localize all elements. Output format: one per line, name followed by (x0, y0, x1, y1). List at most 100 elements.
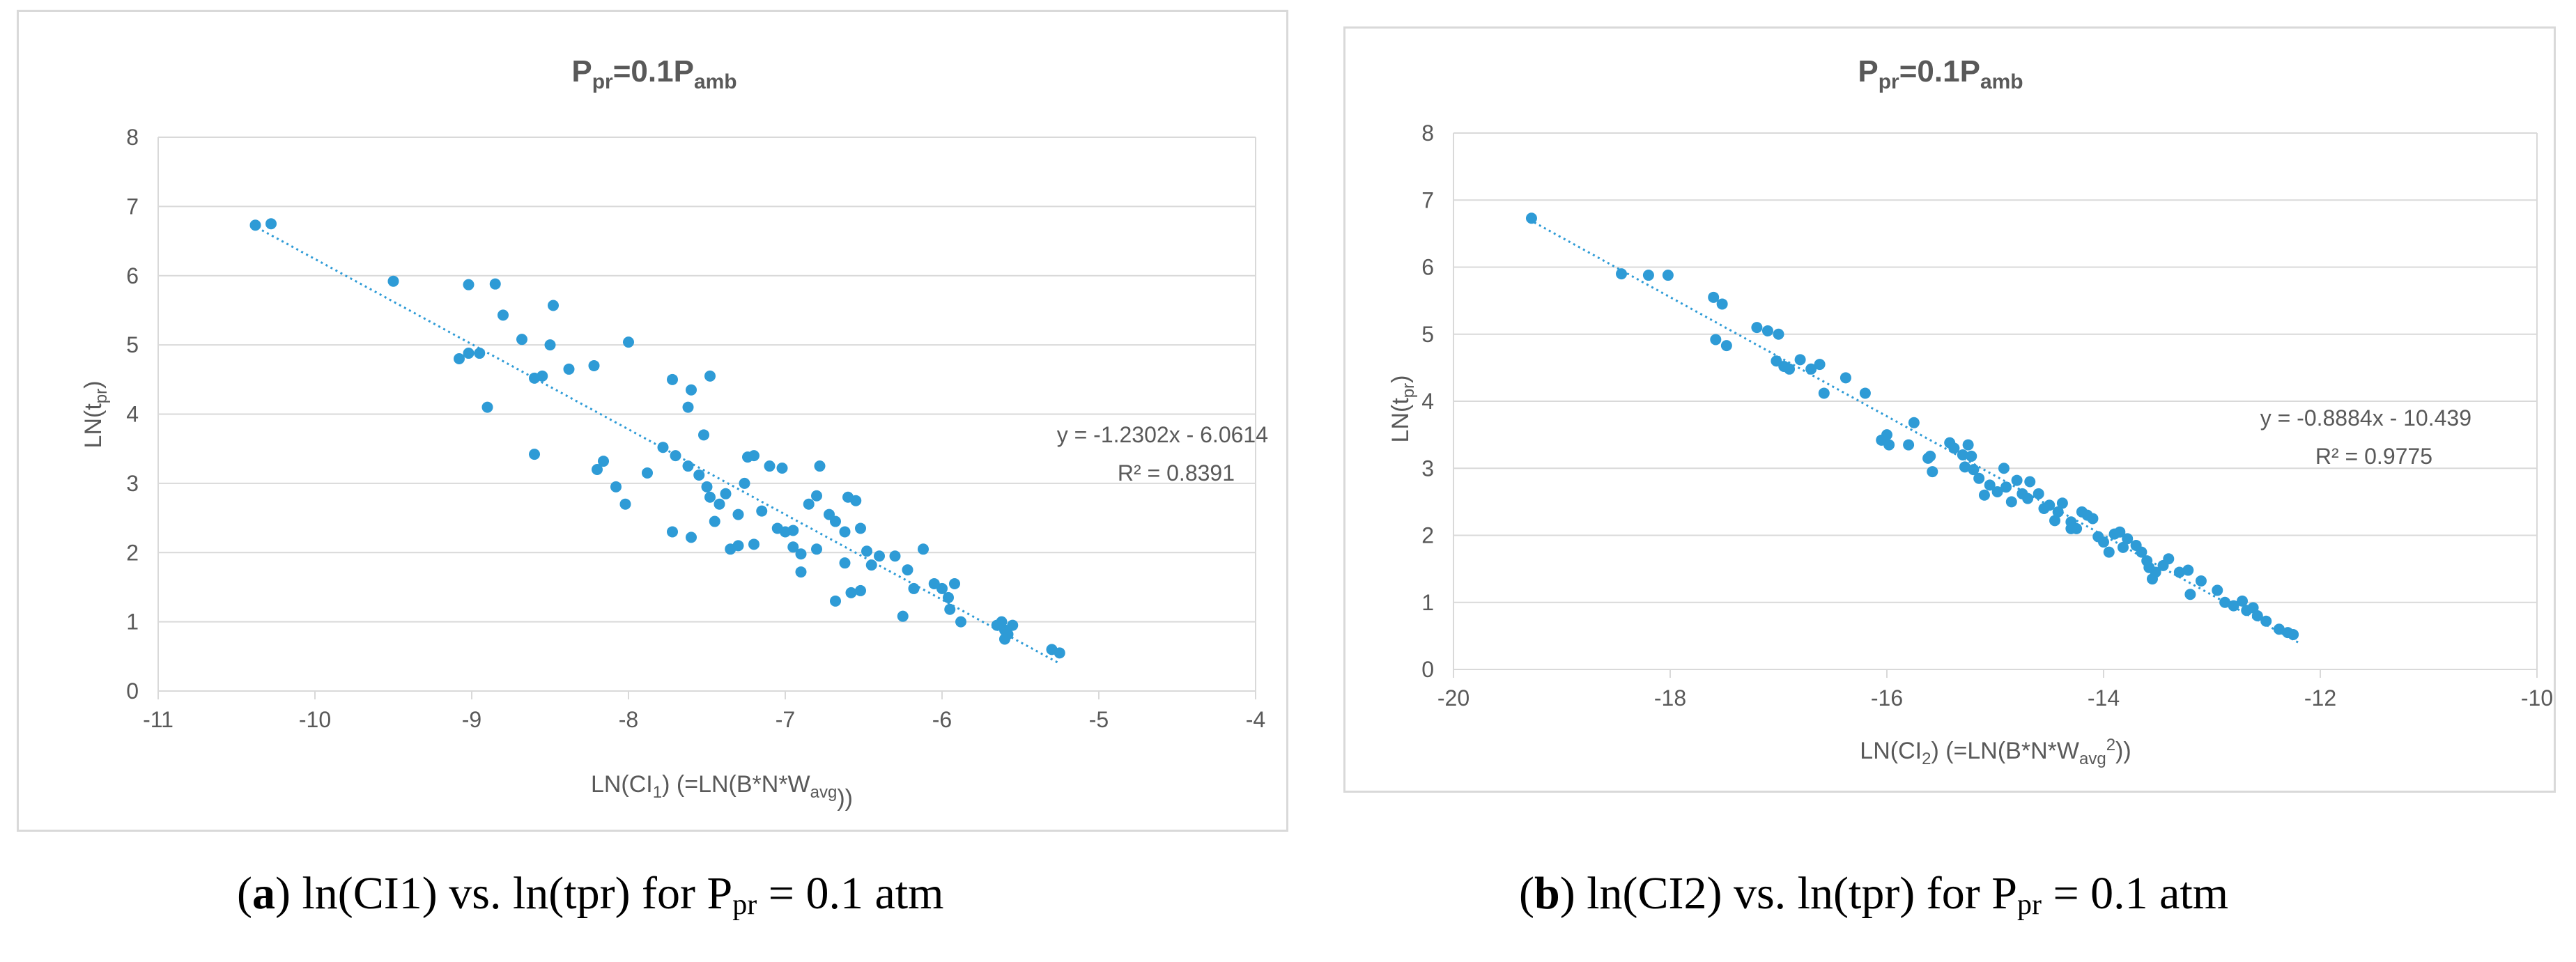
chart-b-ticks: 0 1 2 3 4 5 6 7 8 -20 -18 -16 -14 -12 -10 (1421, 121, 2553, 711)
chart-b-data-point (1968, 464, 1980, 476)
chart-b-data-point (1978, 489, 1990, 501)
chart-b-data-point (1773, 328, 1784, 340)
chart-a-ticks: 0 1 2 3 4 5 6 7 8 -11 -10 -9 -8 -7 -6 -5 -4 (126, 125, 1265, 732)
chart-b-y-tick-label: 3 (1421, 456, 1434, 481)
chart-b-points (1525, 212, 2299, 640)
chart-a-data-point (537, 370, 548, 382)
chart-b-grid (1453, 132, 2538, 670)
chart-a-data-point (943, 591, 954, 603)
chart-a-y-tick-label: 3 (126, 471, 139, 496)
chart-b-data-point (1761, 325, 1773, 336)
chart-b-data-point (1716, 298, 1728, 310)
chart-a-x-axis-label: LN(CI1) (=LN(B*N*Wavg)) (591, 771, 853, 812)
chart-a-data-point (544, 339, 556, 351)
chart-a-trendline (252, 224, 1061, 665)
chart-b-x-tick-label: -20 (1437, 685, 1470, 711)
chart-b-data-point (1662, 270, 1674, 281)
chart-a-data-point (619, 498, 631, 510)
chart-b-data-point (1883, 439, 1895, 451)
chart-a-data-point (811, 490, 822, 502)
chart-b-data-point (1881, 429, 1892, 441)
chart-a-data-point (795, 548, 807, 560)
chart-b-trendline (1529, 219, 2299, 644)
chart-b-data-point (1840, 372, 1851, 384)
chart-a-data-point (463, 348, 475, 359)
chart-a-x-tick-label: -8 (619, 707, 638, 732)
chart-b-data-point (2251, 610, 2263, 621)
chart-a-data-point (855, 522, 866, 534)
chart-a-data-point (855, 584, 866, 596)
chart-a-data-point (387, 275, 399, 287)
chart-a-title: Ppr=0.1Pamb (571, 54, 736, 93)
chart-a-data-point (563, 363, 575, 375)
chart-b-data-point (1998, 463, 2010, 474)
chart-b-data-point (2033, 488, 2044, 499)
chart-a-x-tick-label: -4 (1246, 707, 1265, 732)
chart-a-data-point (701, 481, 713, 492)
chart-b-x-tick-label: -18 (1654, 685, 1686, 711)
caption-a: (a) ln(CI1) vs. ln(tpr) for Ppr = 0.1 at… (237, 868, 944, 921)
chart-a-data-point (830, 515, 841, 527)
chart-b-y-tick-label: 6 (1421, 255, 1434, 280)
chart-a-data-point (874, 550, 885, 562)
chart-a-data-point (748, 450, 759, 462)
chart-panel-a: 0 1 2 3 4 5 6 7 8 -11 -10 -9 -8 -7 -6 -5 -4 Ppr=0.1Pamb … (17, 10, 1288, 832)
chart-a-data-point (902, 564, 913, 576)
chart-b-trendline (1529, 219, 2299, 644)
chart-b-data-point (1859, 387, 1871, 399)
chart-b-data-point (1708, 291, 1720, 303)
chart-a-data-point (732, 509, 744, 520)
chart-b-data-point (2098, 536, 2109, 548)
chart-b-y-axis-label: LN(tpr) (1387, 375, 1418, 443)
chart-a-data-point (686, 532, 697, 543)
chart-b-data-point (1720, 340, 1732, 352)
chart-a-data-point (588, 359, 600, 371)
chart-a-y-tick-label: 0 (126, 678, 139, 704)
chart-a-data-point (748, 538, 759, 550)
chart-a-data-point (1054, 647, 1065, 659)
chart-a-data-point (454, 353, 465, 364)
chart-b-data-point (2087, 513, 2099, 525)
chart-a-data-point (861, 545, 872, 557)
chart-a-data-point (498, 309, 509, 321)
chart-b-data-point (2219, 596, 2231, 608)
chart-a-y-axis-label: LN(tpr) (80, 381, 111, 449)
chart-a-trendline (252, 224, 1061, 665)
caption-b: (b) ln(CI2) vs. ln(tpr) for Ppr = 0.1 at… (1519, 868, 2229, 921)
chart-b-x-tick-label: -12 (2304, 685, 2336, 711)
chart-a-points (249, 218, 1065, 659)
chart-b-data-point (1966, 450, 1977, 462)
chart-b-data-point (1957, 449, 1968, 460)
chart-b-data-point (1751, 322, 1763, 334)
chart-b-data-point (2049, 515, 2061, 527)
chart-a-data-point (598, 456, 609, 467)
chart-a-r2: R² = 0.8391 (1118, 460, 1235, 486)
chart-a-data-point (787, 525, 799, 536)
chart-a-data-point (249, 219, 261, 231)
chart-a-y-tick-label: 4 (126, 402, 139, 427)
chart-a-data-point (623, 336, 634, 348)
chart-a-data-point (489, 278, 501, 290)
chart-b-data-point (2212, 584, 2223, 596)
chart-a-y-tick-label: 2 (126, 540, 139, 565)
chart-b-data-point (2052, 506, 2064, 518)
chart-b-data-point (1925, 450, 1936, 462)
chart-b-data-point (2150, 566, 2161, 578)
chart-b-title: Ppr=0.1Pamb (1858, 54, 2023, 93)
chart-a-y-tick-label: 5 (126, 332, 139, 357)
chart-a-y-tick-label: 7 (126, 194, 139, 219)
chart-a-grid (157, 137, 1256, 692)
chart-a-data-point (814, 460, 826, 472)
chart-b-data-point (1794, 354, 1806, 366)
chart-b-data-point (2011, 474, 2023, 486)
chart-b-data-point (1991, 486, 2003, 497)
chart-b-data-point (1642, 270, 1654, 281)
chart-b-y-tick-label: 0 (1421, 657, 1434, 682)
chart-a-data-point (516, 334, 527, 346)
chart-a-y-tick-label: 8 (126, 125, 139, 150)
chart-b-data-point (1984, 479, 1996, 491)
chart-a-data-point (776, 463, 788, 474)
chart-b-x-axis-label: LN(CI2) (=LN(B*N*Wavg2)) (1860, 736, 2131, 768)
chart-b-data-point (2022, 492, 2034, 504)
